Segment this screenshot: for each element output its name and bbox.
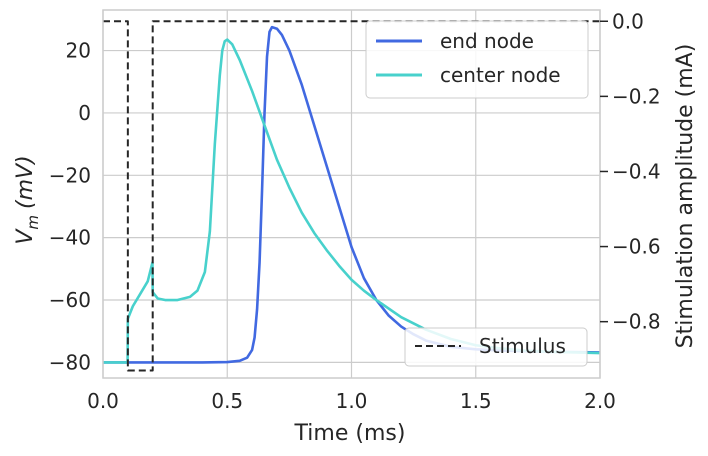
y-tick-label: 20 [66, 39, 91, 63]
y2-tick-label: −0.4 [612, 159, 661, 183]
axes-frame [102, 9, 601, 379]
x-tick-label: 1.5 [460, 389, 492, 413]
y-axis-label: Vm (mV) [13, 155, 42, 244]
x-tick-label: 0.5 [211, 389, 243, 413]
y2-tick-label: −0.8 [612, 310, 661, 334]
y-tick-label: −80 [49, 350, 91, 374]
ticks: 0.0 0.5 1.0 1.5 2.0 20 0 −20 −40 −60 −80 0.0 −0.2 −0.… [49, 9, 661, 413]
y-tick-label: −40 [49, 226, 91, 250]
x-tick-label: 1.0 [336, 389, 368, 413]
y2-tick-label: −0.2 [612, 84, 661, 108]
series-line-stimulus [103, 20, 600, 372]
y-tick-label: 0 [78, 101, 91, 125]
legend-label-stimulus: Stimulus [479, 334, 566, 358]
y-axis-label-main: V [13, 228, 38, 245]
y-tick-label: −20 [49, 163, 91, 187]
x-axis-label: Time (ms) [294, 421, 406, 446]
y-tick-label: −60 [49, 288, 91, 312]
x-tick-label: 0.0 [87, 389, 119, 413]
y2-tick-label: −0.6 [612, 235, 661, 259]
y-axis-label-unit: (mV) [13, 155, 38, 209]
legend-label-end-node: end node [440, 29, 534, 53]
legend-top-right: end node center node [365, 20, 589, 99]
plot-frame [102, 9, 601, 379]
y2-axis-label: Stimulation amplitude (mA) [673, 44, 698, 349]
legend-bottom-right: Stimulus [404, 327, 588, 367]
y2-tick-label: 0.0 [612, 9, 644, 33]
y-axis-label-sub: m [24, 215, 42, 230]
x-tick-label: 2.0 [584, 389, 616, 413]
legend-label-center-node: center node [440, 63, 561, 87]
